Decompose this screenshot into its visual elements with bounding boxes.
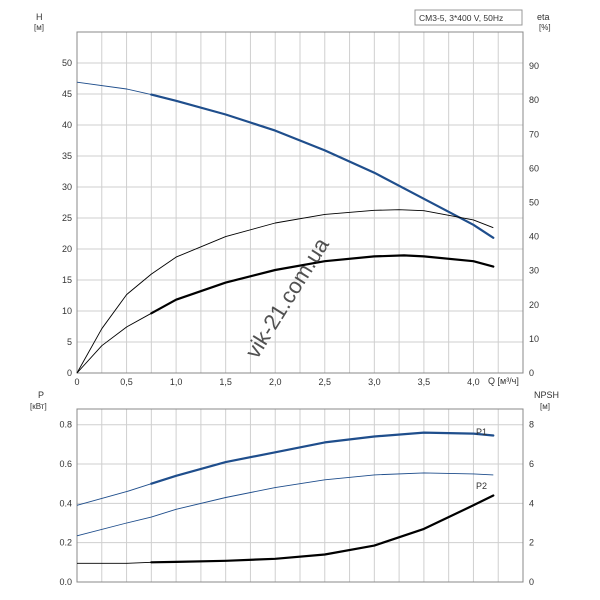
top-left-tick-label: 45	[62, 89, 72, 99]
legend-box-text: CM3-5, 3*400 V, 50Hz	[419, 13, 503, 23]
x-tick-label: 3,5	[418, 377, 431, 387]
legend-box	[414, 9, 523, 26]
top-left-tick-label: 30	[62, 182, 72, 192]
npsh-axis-label: NPSH	[534, 390, 559, 400]
eta-axis-unit: [%]	[539, 23, 551, 32]
top-right-tick-label: 60	[529, 163, 539, 173]
h-axis-unit: [м]	[34, 23, 44, 32]
npsh-axis-unit: [м]	[540, 402, 550, 411]
x-tick-label: 2,0	[269, 377, 282, 387]
bottom-left-tick-label: 0.6	[59, 459, 72, 469]
top-right-tick-label: 70	[529, 129, 539, 139]
bottom-right-axis-ticks: 0 2 4 6 8	[529, 420, 534, 587]
top-left-tick-label: 15	[62, 275, 72, 285]
top-right-tick-label: 80	[529, 95, 539, 105]
top-left-tick-label: 35	[62, 151, 72, 161]
top-right-tick-label: 20	[529, 300, 539, 310]
top-left-tick-label: 5	[67, 337, 72, 347]
bottom-series-2-line	[77, 495, 494, 564]
bottom-series-p2-line	[76, 472, 494, 537]
top-grid	[77, 32, 523, 373]
x-tick-label: 3,0	[368, 377, 381, 387]
x-tick-label: 2,5	[319, 377, 332, 387]
top-right-tick-label: 90	[529, 61, 539, 71]
bottom-series-p1-line	[76, 432, 494, 506]
bottom-series-p1-line-operating-range	[150, 431, 495, 485]
top-left-tick-label: 10	[62, 306, 72, 316]
top-left-axis-ticks: 0 5 10 15 20 25 30 35 40 45 50	[62, 58, 72, 378]
watermark: vik-21.com.ua	[240, 233, 334, 363]
bottom-left-tick-label: 0.0	[59, 577, 72, 587]
bottom-left-tick-label: 0.2	[59, 538, 72, 548]
top-left-tick-label: 0	[67, 368, 72, 378]
bottom-right-tick-label: 2	[529, 538, 534, 548]
top-series-2-line-operating-range	[150, 254, 495, 315]
bottom-series-group	[76, 431, 495, 564]
bottom-grid	[77, 409, 523, 582]
x-tick-label: 0,5	[120, 377, 133, 387]
top-left-tick-label: 50	[62, 58, 72, 68]
x-tick-label: 4,0	[467, 377, 480, 387]
top-right-tick-label: 50	[529, 198, 539, 208]
p-axis-unit: [кВт]	[30, 402, 47, 411]
x-tick-label: 1,0	[170, 377, 183, 387]
bottom-right-tick-label: 6	[529, 459, 534, 469]
bottom-left-axis-ticks: 0.0 0.2 0.4 0.6 0.8	[59, 420, 72, 587]
eta-axis-label: eta	[537, 12, 550, 22]
top-right-tick-label: 0	[529, 368, 534, 378]
top-left-tick-label: 25	[62, 213, 72, 223]
top-series-group	[76, 81, 495, 374]
top-right-tick-label: 40	[529, 232, 539, 242]
series-label-p1: P1	[476, 427, 487, 437]
bottom-plot-frame	[76, 408, 524, 583]
bottom-right-tick-label: 4	[529, 498, 534, 508]
x-axis-ticks: 0 0,5 1,0 1,5 2,0 2,5 3,0 3,5 4,0	[74, 377, 479, 387]
top-right-tick-label: 10	[529, 334, 539, 344]
top-right-axis-ticks: 0 10 20 30 40 50 60 70 80 90	[529, 61, 539, 378]
top-series-0-line-operating-range	[150, 93, 495, 239]
top-right-tick-label: 30	[529, 266, 539, 276]
bottom-left-tick-label: 0.4	[59, 498, 72, 508]
x-tick-label: 0	[74, 377, 79, 387]
series-label-p2: P2	[476, 481, 487, 491]
bottom-left-tick-label: 0.8	[59, 420, 72, 430]
top-series-1-line	[76, 209, 494, 374]
x-axis-label: Q [м³/ч]	[488, 376, 519, 386]
h-axis-label: H	[36, 12, 43, 22]
top-series-0-line	[76, 81, 494, 239]
top-left-tick-label: 40	[62, 120, 72, 130]
top-plot-frame	[76, 31, 524, 374]
bottom-right-tick-label: 0	[529, 577, 534, 587]
bottom-right-tick-label: 8	[529, 420, 534, 430]
x-tick-label: 1,5	[219, 377, 232, 387]
p-axis-label: P	[38, 390, 44, 400]
top-left-tick-label: 20	[62, 244, 72, 254]
bottom-series-2-line-operating-range	[150, 494, 495, 564]
